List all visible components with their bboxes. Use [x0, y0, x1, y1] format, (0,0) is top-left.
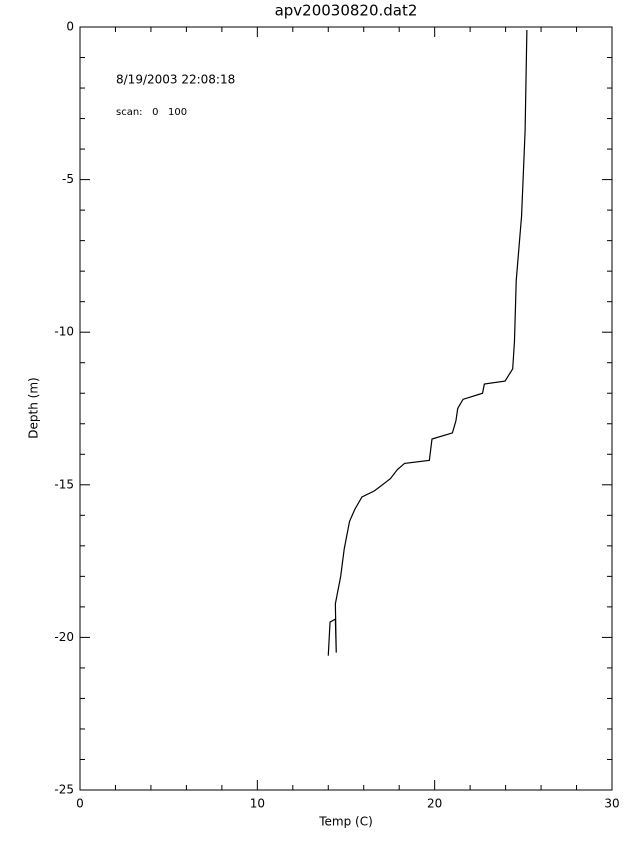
- chart-title: apv20030820.dat2: [275, 2, 418, 20]
- x-tick-label: 20: [427, 797, 442, 811]
- y-tick-label: -10: [54, 325, 74, 339]
- y-tick-label: -15: [54, 477, 74, 491]
- x-axis-label: Temp (C): [318, 815, 373, 829]
- y-tick-label: -25: [54, 783, 74, 797]
- y-tick-label: -20: [54, 630, 74, 644]
- y-tick-label: 0: [66, 20, 74, 34]
- y-axis-label: Depth (m): [27, 377, 41, 438]
- x-tick-label: 30: [604, 797, 619, 811]
- plot-frame: [79, 26, 613, 791]
- annotation: 8/19/2003 22:08:18: [116, 73, 235, 87]
- x-tick-label: 10: [250, 797, 265, 811]
- y-tick-label: -5: [62, 172, 74, 186]
- data-line: [327, 30, 528, 656]
- annotation: scan: 0 100: [116, 107, 187, 118]
- x-tick-label: 0: [76, 797, 84, 811]
